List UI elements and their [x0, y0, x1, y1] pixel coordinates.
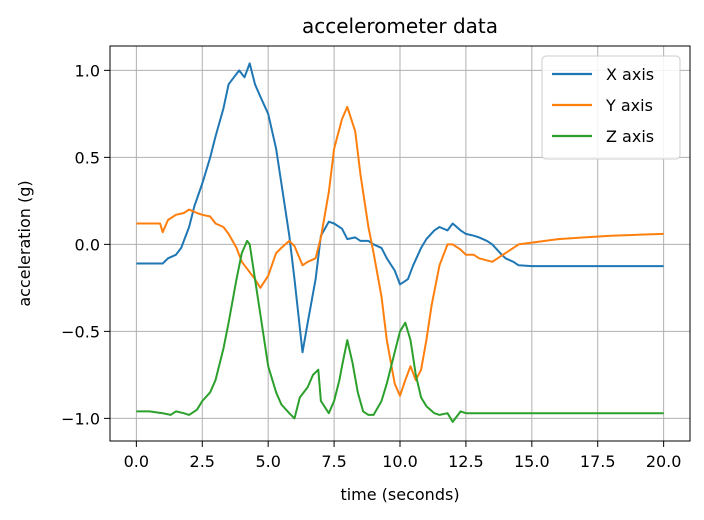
y-axis-label: acceleration (g): [15, 180, 34, 306]
legend-label-x-axis: X axis: [606, 65, 654, 84]
x-tick-label: 2.5: [190, 452, 215, 471]
series-line-x-axis: [136, 62, 664, 354]
x-tick-label: 20.0: [646, 452, 682, 471]
y-tick-label: 0.5: [75, 148, 100, 167]
y-tick-label: −0.5: [61, 322, 100, 341]
x-tick-label: 0.0: [124, 452, 149, 471]
y-tick-label: −1.0: [61, 409, 100, 428]
chart-title: accelerometer data: [302, 14, 498, 38]
x-tick-label: 5.0: [255, 452, 280, 471]
x-tick-label: 15.0: [514, 452, 550, 471]
y-tick-label: 1.0: [75, 61, 100, 80]
y-tick-label: 0.0: [75, 235, 100, 254]
legend-frame: [541, 55, 681, 160]
series-layer: [136, 62, 664, 423]
x-tick-label: 17.5: [580, 452, 616, 471]
x-tick-label: 12.5: [448, 452, 484, 471]
legend-label-y-axis: Y axis: [605, 96, 653, 115]
legend: X axis Y axis Z axis: [541, 55, 681, 160]
series-line-z-axis: [136, 239, 664, 423]
tick-layer: 0.0 2.5 5.0 7.5 10.0 12.5 15.0 17.5 20.0 1.0 0.5 0.…: [61, 61, 681, 471]
x-axis-label: time (seconds): [340, 485, 459, 504]
x-tick-label: 7.5: [321, 452, 346, 471]
x-tick-label: 10.0: [382, 452, 418, 471]
legend-label-z-axis: Z axis: [606, 127, 654, 146]
series-line-y-axis: [136, 105, 664, 397]
